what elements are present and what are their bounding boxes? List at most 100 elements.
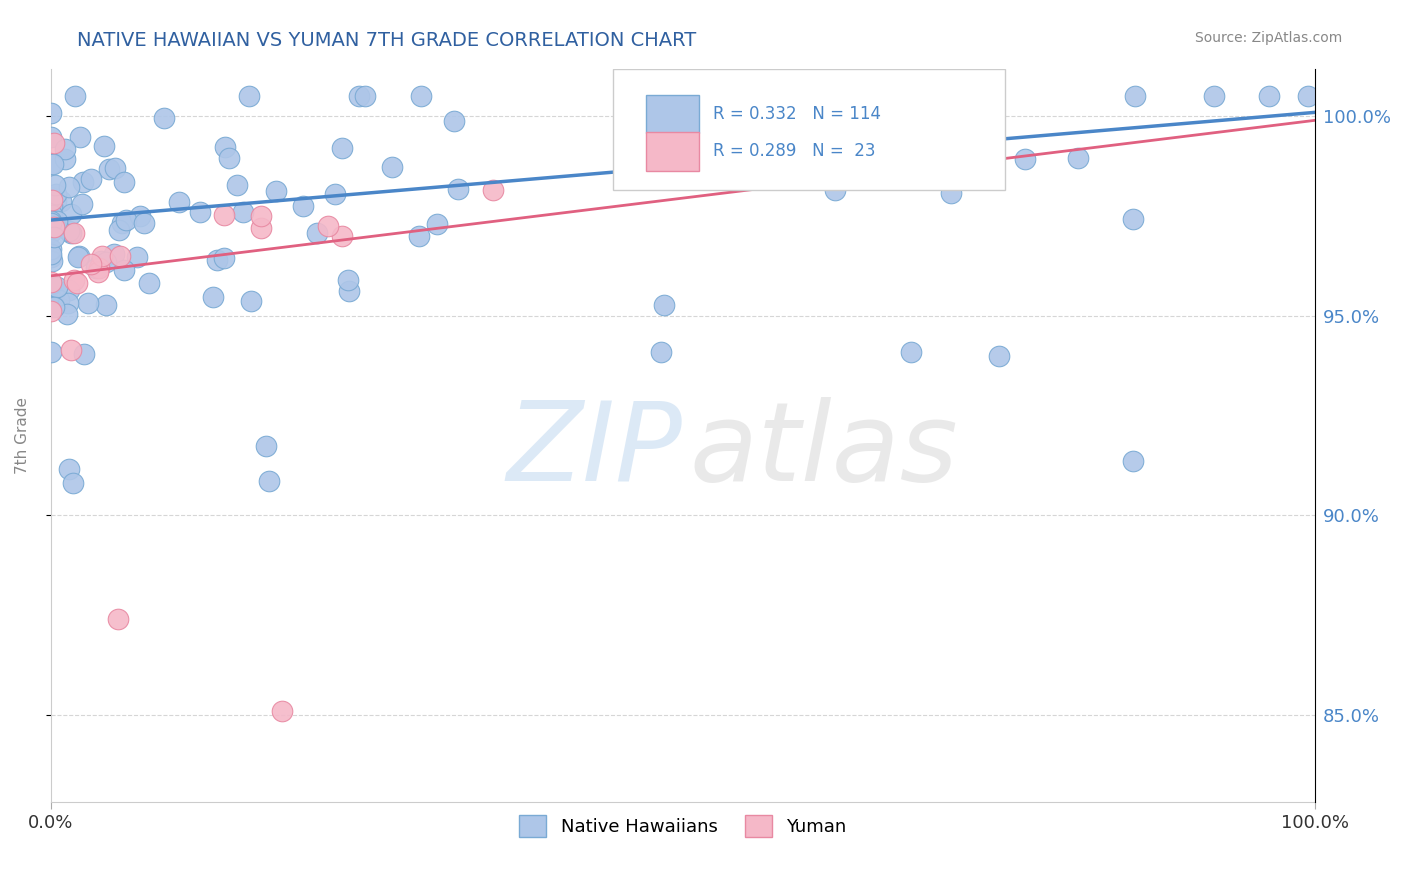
Point bbox=[39, 189, 62, 203]
Point bbox=[337, 284, 360, 298]
Point bbox=[62, 476, 84, 491]
Point bbox=[96, 298, 118, 312]
Point bbox=[63, 226, 86, 240]
Point bbox=[66, 277, 89, 291]
Point bbox=[239, 294, 262, 309]
Point bbox=[188, 204, 211, 219]
Point bbox=[650, 345, 672, 359]
Point bbox=[58, 224, 80, 238]
Point bbox=[39, 275, 62, 289]
Point bbox=[58, 180, 80, 194]
Point bbox=[482, 183, 505, 197]
Point bbox=[53, 152, 76, 166]
Point bbox=[80, 257, 103, 271]
Point bbox=[111, 216, 134, 230]
Point bbox=[39, 250, 62, 264]
Point bbox=[226, 178, 249, 192]
Point bbox=[107, 612, 129, 626]
Point bbox=[39, 157, 62, 171]
Point bbox=[330, 229, 353, 244]
Point bbox=[381, 160, 404, 174]
Point bbox=[250, 209, 273, 223]
Point bbox=[97, 161, 120, 176]
Point bbox=[347, 89, 370, 103]
Point bbox=[107, 223, 129, 237]
Point bbox=[409, 89, 432, 103]
Point bbox=[39, 303, 62, 318]
Point bbox=[44, 178, 66, 192]
Point bbox=[80, 172, 103, 186]
Point bbox=[627, 134, 650, 148]
Point bbox=[39, 106, 62, 120]
Point bbox=[250, 221, 273, 235]
Text: R = 0.332   N = 114: R = 0.332 N = 114 bbox=[713, 105, 882, 123]
Point bbox=[62, 272, 84, 286]
Point bbox=[77, 296, 100, 310]
Point bbox=[58, 296, 80, 310]
Point bbox=[89, 254, 111, 268]
Point bbox=[39, 242, 62, 256]
Point bbox=[218, 151, 240, 165]
Point bbox=[1122, 453, 1144, 467]
FancyBboxPatch shape bbox=[613, 69, 1005, 190]
Point bbox=[67, 250, 90, 264]
Point bbox=[1014, 153, 1036, 167]
Point bbox=[44, 219, 66, 234]
Text: ZIP: ZIP bbox=[508, 397, 683, 504]
Point bbox=[205, 253, 228, 268]
Point bbox=[447, 182, 470, 196]
Point bbox=[939, 186, 962, 200]
Point bbox=[42, 230, 65, 244]
Point bbox=[1067, 151, 1090, 165]
Point bbox=[51, 194, 73, 208]
Point bbox=[1122, 212, 1144, 227]
Point bbox=[330, 141, 353, 155]
Point bbox=[323, 186, 346, 201]
Point bbox=[110, 249, 132, 263]
Point bbox=[60, 343, 83, 358]
Point bbox=[114, 212, 136, 227]
Point bbox=[70, 196, 93, 211]
Point bbox=[305, 226, 328, 240]
Point bbox=[254, 439, 277, 453]
Point bbox=[138, 276, 160, 290]
Point bbox=[41, 200, 63, 214]
Point bbox=[316, 219, 339, 234]
Point bbox=[44, 300, 66, 314]
Point bbox=[292, 199, 315, 213]
Point bbox=[67, 249, 90, 263]
Point bbox=[238, 89, 260, 103]
Point bbox=[132, 216, 155, 230]
Point bbox=[87, 261, 110, 276]
Point bbox=[153, 111, 176, 125]
Point bbox=[988, 349, 1011, 363]
Point bbox=[408, 228, 430, 243]
Point bbox=[84, 260, 107, 275]
Point bbox=[39, 345, 62, 359]
Point bbox=[41, 209, 63, 223]
Point bbox=[60, 226, 83, 240]
Point bbox=[1202, 89, 1225, 103]
Point bbox=[443, 114, 465, 128]
Text: NATIVE HAWAIIAN VS YUMAN 7TH GRADE CORRELATION CHART: NATIVE HAWAIIAN VS YUMAN 7TH GRADE CORRE… bbox=[77, 31, 696, 50]
Point bbox=[104, 161, 127, 176]
Point bbox=[900, 345, 922, 359]
Point bbox=[889, 132, 911, 146]
Text: Source: ZipAtlas.com: Source: ZipAtlas.com bbox=[1195, 31, 1343, 45]
Point bbox=[41, 157, 63, 171]
Point bbox=[87, 265, 110, 279]
Point bbox=[824, 183, 846, 197]
FancyBboxPatch shape bbox=[647, 132, 699, 170]
Point bbox=[39, 246, 62, 260]
Point bbox=[58, 283, 80, 297]
Point bbox=[125, 250, 148, 264]
FancyBboxPatch shape bbox=[647, 95, 699, 133]
Point bbox=[112, 175, 135, 189]
Point bbox=[259, 474, 281, 488]
Point bbox=[201, 290, 224, 304]
Point bbox=[426, 217, 449, 231]
Point bbox=[39, 216, 62, 230]
Point bbox=[46, 279, 69, 293]
Point bbox=[72, 175, 94, 189]
Point bbox=[652, 297, 675, 311]
